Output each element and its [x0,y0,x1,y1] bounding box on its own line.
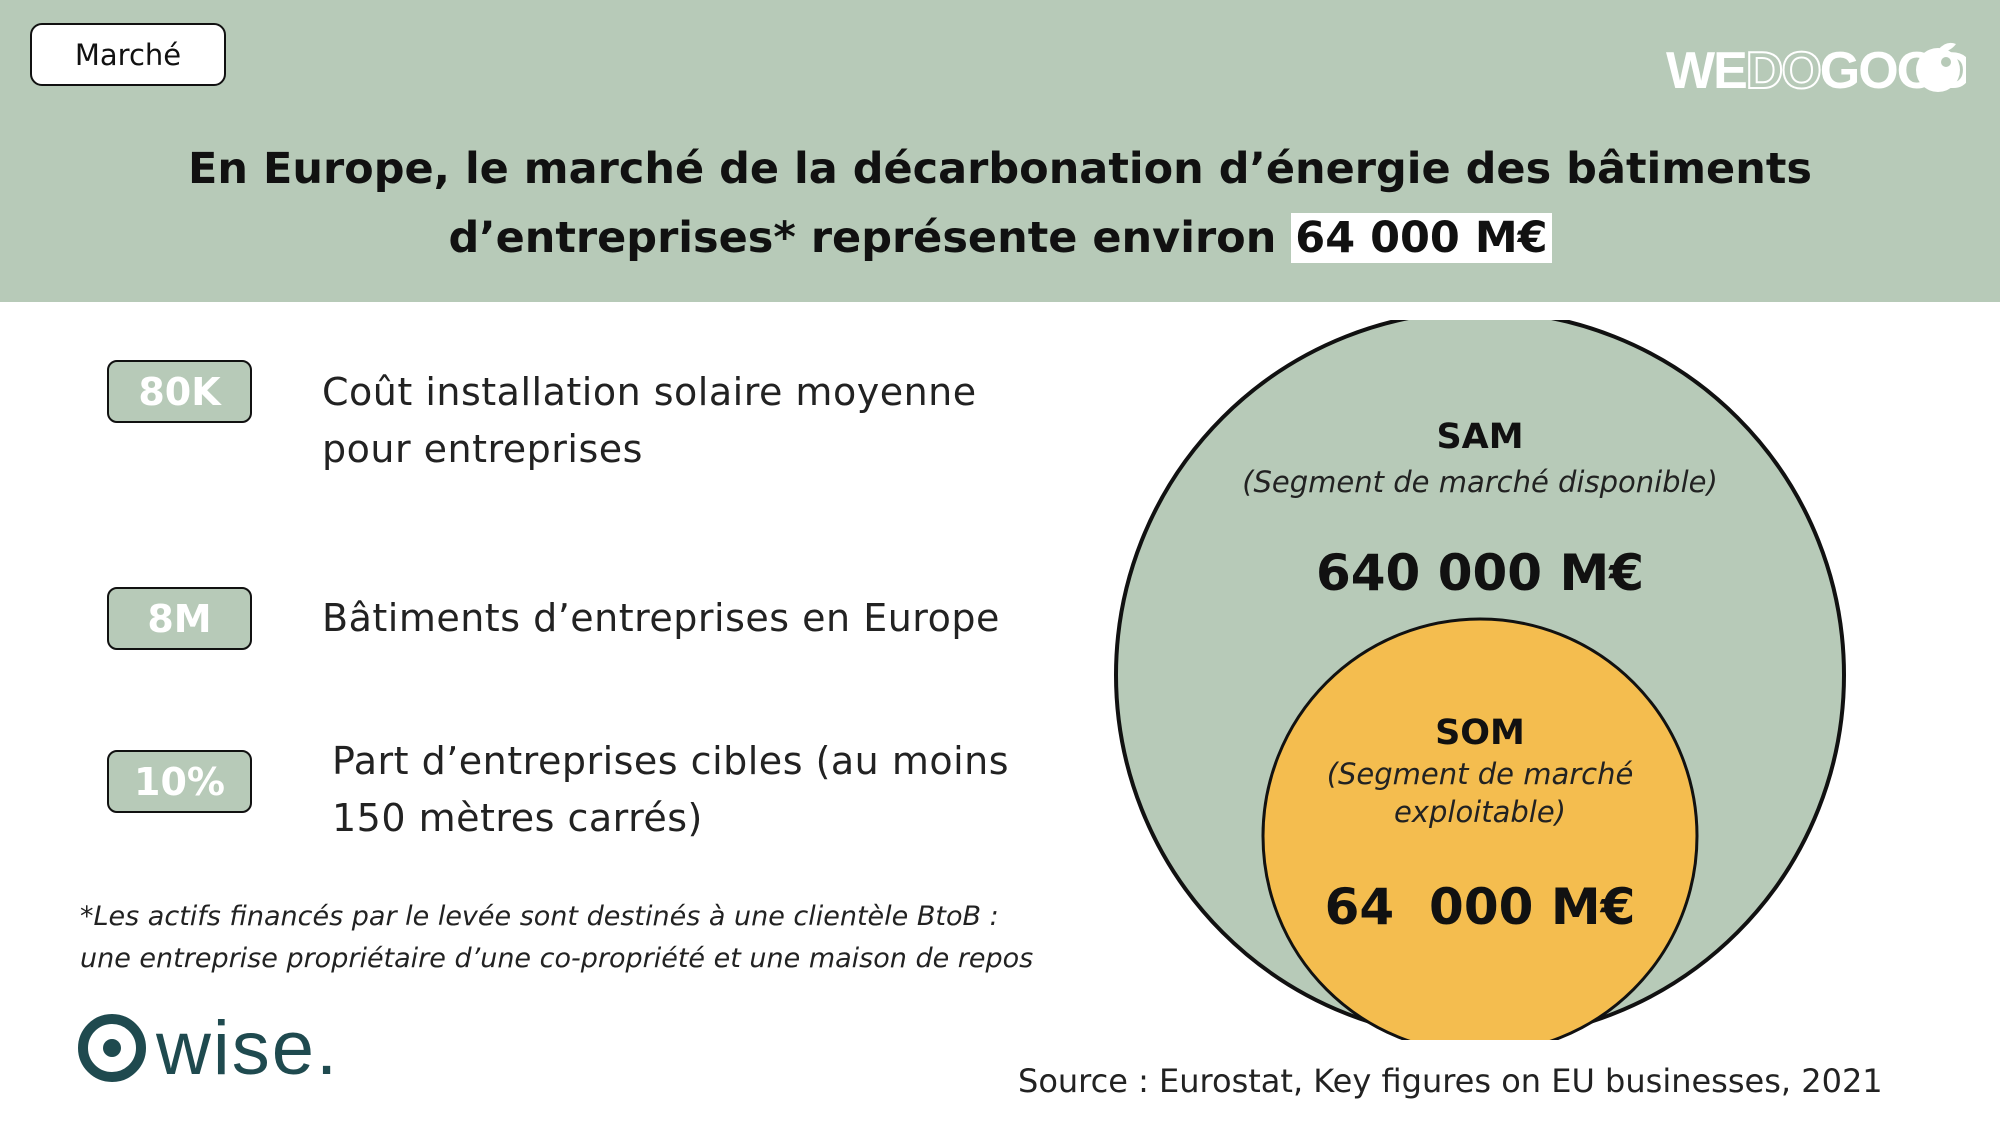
som-subtitle-line-1: (Segment de marché [1327,757,1634,791]
som-label: SOM [1435,713,1525,753]
brand-do: DO [1746,42,1821,98]
header-banner [0,0,2000,302]
title-line-2-text: d’entreprises* représente environ [448,213,1292,263]
som-value: 64 000 M€ [1325,878,1636,936]
title-line-1: En Europe, le marché de la décarbonation… [188,144,1812,194]
wise-logo: wise. [78,1010,339,1090]
section-tag: Marché [30,23,226,86]
stat-text-cost-line-1: Coût installation solaire moyenne [322,370,977,414]
wise-target-icon [78,1014,146,1082]
stat-text-share-line-2: 150 mètres carrés) [332,796,703,840]
som-subtitle-line-2: exploitable) [1394,795,1566,829]
footnote: *Les actifs financés par le levée sont d… [80,896,1140,980]
stat-text-share-line-1: Part d’entreprises cibles (au moins [332,739,1010,783]
title-line-2: d’entreprises* représente environ 64 000… [100,204,1900,273]
sam-subtitle: (Segment de marché disponible) [1242,465,1718,499]
wise-wordmark: wise. [155,1010,339,1090]
stat-badge-cost: 80K [107,360,252,423]
som-circle [1261,617,1699,1040]
source-note: Source : Eurostat, Key figures on EU bus… [1018,1062,1883,1100]
stat-text-share: Part d’entreprises cibles (au moins 150 … [332,733,1009,847]
market-circles-diagram: SAM (Segment de marché disponible) 640 0… [1114,320,1846,1040]
stat-text-buildings: Bâtiments d’entreprises en Europe [322,590,1000,647]
stat-badge-share: 10% [107,750,252,813]
title-highlight-value: 64 000 M€ [1291,213,1552,263]
stat-text-cost: Coût installation solaire moyenne pour e… [322,364,977,478]
stat-text-buildings-line-1: Bâtiments d’entreprises en Europe [322,596,1000,640]
sam-value: 640 000 M€ [1316,544,1644,602]
footnote-line-2: une entreprise propriétaire d’une co-pro… [80,943,1034,974]
apple-icon [1916,42,1960,92]
sam-label: SAM [1436,417,1523,457]
page-title: En Europe, le marché de la décarbonation… [100,135,1900,273]
stat-badge-buildings: 8M [107,587,252,650]
brand-we: WE [1666,42,1746,98]
footnote-line-1: *Les actifs financés par le levée sont d… [80,901,999,932]
stat-text-cost-line-2: pour entreprises [322,427,643,471]
wedogood-logo: WEDOGOOD [1666,41,1966,98]
